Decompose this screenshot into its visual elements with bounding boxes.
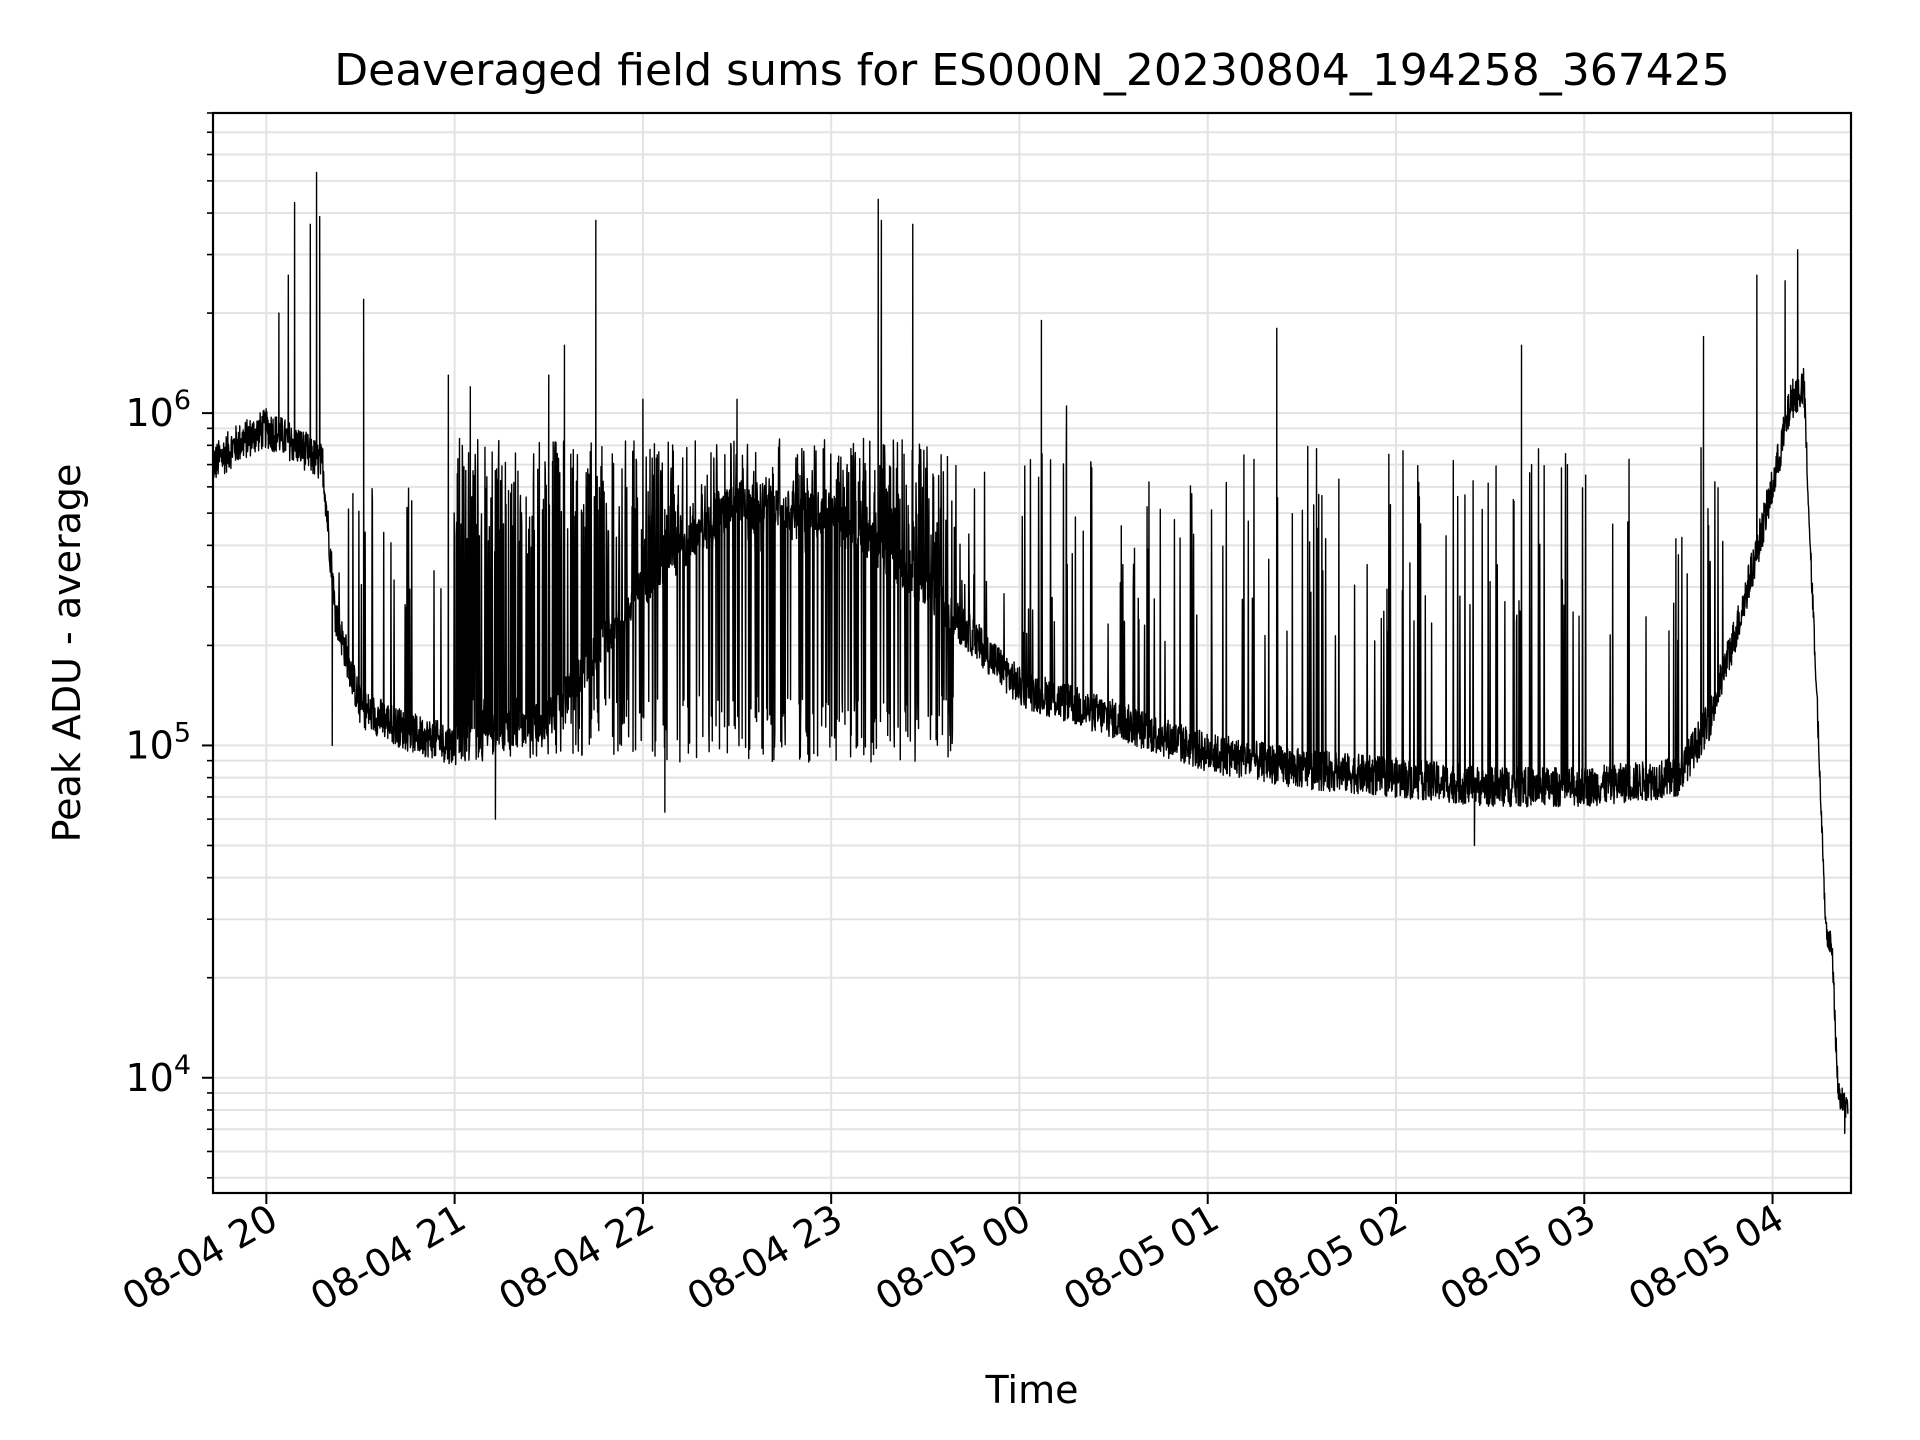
y-axis-label: Peak ADU - average: [45, 464, 89, 843]
x-axis-label: Time: [985, 1368, 1079, 1412]
chart-title: Deaveraged field sums for ES000N_2023080…: [334, 45, 1730, 96]
y-tick-label: 106: [125, 385, 191, 435]
series-line: [213, 171, 1849, 1135]
y-axis-ticks: 104 105 106: [125, 112, 213, 1179]
plot-frame: [211, 111, 1853, 1195]
y-tick-label: 105: [125, 717, 191, 767]
y-tick-label: 104: [125, 1050, 191, 1100]
